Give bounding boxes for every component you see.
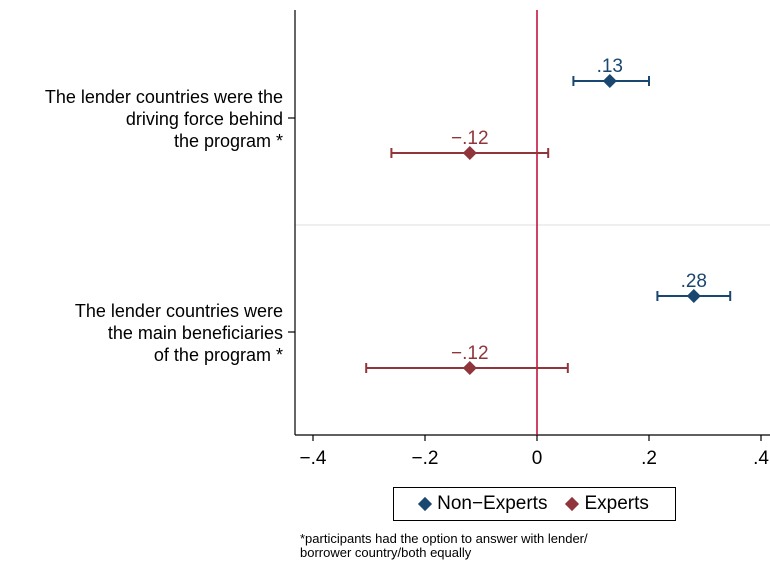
x-tick-label: .2 (641, 448, 657, 469)
y-category-label: The lender countries were (75, 301, 283, 321)
legend-item-nonexperts: Non−Experts (418, 493, 548, 515)
x-tick-label: 0 (532, 448, 543, 469)
y-category-label: the main beneficiaries (108, 323, 283, 343)
y-category-label: The lender countries were the (45, 87, 283, 107)
data-label: −.12 (451, 343, 489, 364)
experts-diamond-icon (565, 496, 580, 512)
footnote-line-2: borrower country/both equally (300, 545, 472, 560)
point-estimate-marker (686, 289, 701, 303)
point-estimate-marker (462, 146, 477, 160)
data-label: .28 (681, 271, 707, 292)
legend-label-nonexperts: Non−Experts (437, 493, 548, 514)
data-label: .13 (597, 56, 623, 77)
x-tick-label: −.4 (300, 448, 327, 469)
point-estimate-marker (602, 74, 617, 88)
coefficient-chart: −.4 −.2 0 .2 .4 The lender countries were the… (45, 10, 770, 469)
x-tick-label: −.2 (412, 448, 439, 469)
legend-label-experts: Experts (584, 493, 649, 514)
y-category-label: driving force behind (126, 109, 283, 129)
x-tick-label: .4 (753, 448, 769, 469)
plot-area: −.4 −.2 0 .2 .4 The lender countries were the… (45, 10, 770, 469)
point-estimate-marker (462, 361, 477, 375)
footnote-line-1: *participants had the option to answer w… (300, 531, 588, 546)
nonexperts-diamond-icon (418, 496, 433, 512)
y-category-label: of the program * (154, 345, 283, 365)
footnote: *participants had the option to answer w… (300, 532, 720, 560)
legend: Non−Experts Experts (393, 487, 676, 521)
data-label: −.12 (451, 128, 489, 149)
legend-item-experts: Experts (565, 493, 649, 515)
y-category-label: the program * (174, 131, 283, 151)
